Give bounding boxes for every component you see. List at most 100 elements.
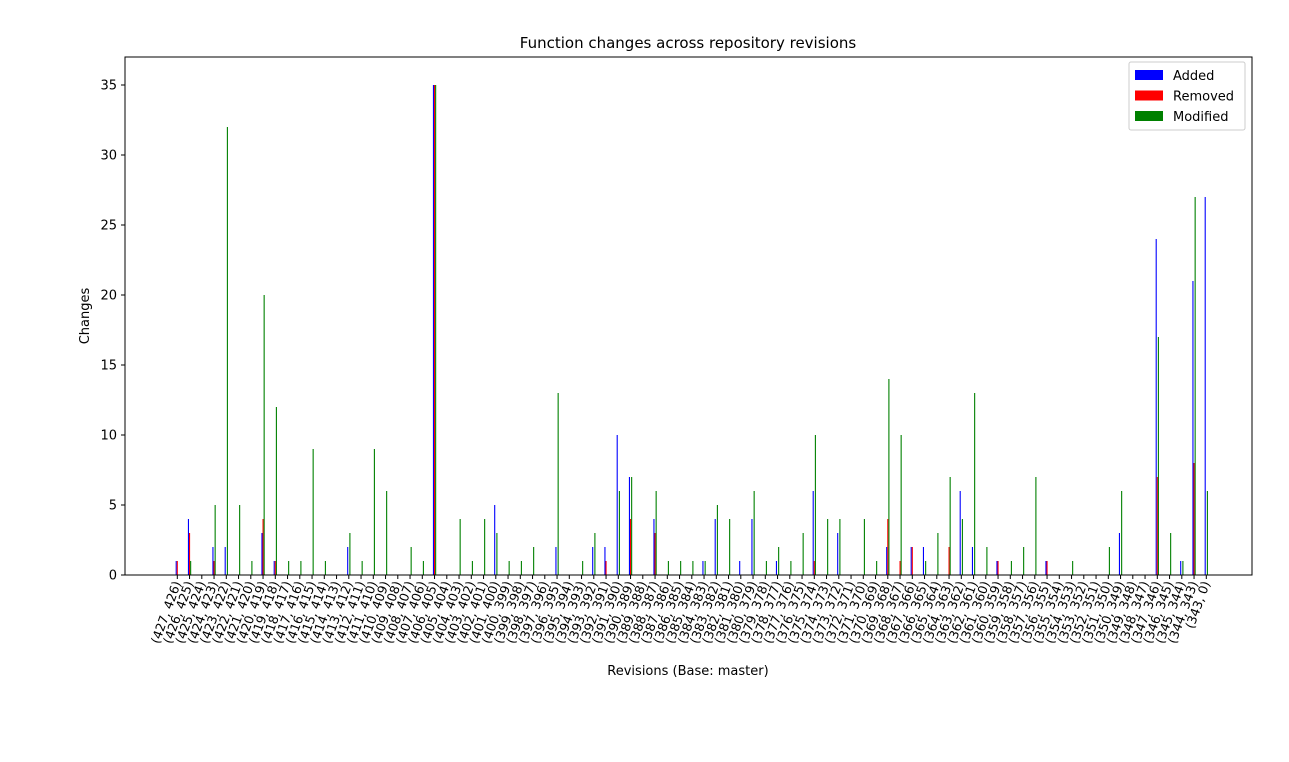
- bar-added-49: [775, 561, 777, 575]
- bar-modified-43: [704, 561, 706, 575]
- bar-modified-31: [557, 393, 559, 575]
- bar-modified-42: [692, 561, 694, 575]
- bar-modified-14: [349, 533, 351, 575]
- bar-modified-54: [839, 519, 841, 575]
- y-tick-label: 20: [100, 289, 117, 304]
- bar-added-8: [273, 561, 275, 575]
- bar-modified-15: [361, 561, 363, 575]
- bar-added-1: [187, 519, 189, 575]
- bar-removed-59: [899, 561, 901, 575]
- bar-added-71: [1045, 561, 1047, 575]
- bar-modified-44: [716, 505, 718, 575]
- bar-added-37: [628, 477, 630, 575]
- bar-removed-3: [213, 561, 215, 575]
- legend-swatch-added: [1135, 70, 1163, 80]
- y-tick-label: 10: [100, 429, 117, 444]
- bar-added-60: [910, 547, 912, 575]
- bar-modified-40: [667, 561, 669, 575]
- bar-modified-56: [863, 519, 865, 575]
- bar-modified-39: [655, 491, 657, 575]
- y-tick-label: 30: [100, 149, 117, 164]
- bar-added-21: [432, 85, 434, 575]
- bar-removed-71: [1046, 561, 1048, 575]
- y-tick-label: 5: [109, 499, 117, 514]
- bar-added-43: [702, 561, 704, 575]
- bar-modified-5: [239, 505, 241, 575]
- bar-added-35: [604, 547, 606, 575]
- bar-added-67: [996, 561, 998, 575]
- bar-modified-48: [765, 561, 767, 575]
- bar-modified-69: [1023, 547, 1025, 575]
- bar-added-77: [1118, 533, 1120, 575]
- bar-modified-12: [324, 561, 326, 575]
- bar-added-54: [837, 533, 839, 575]
- bar-removed-35: [605, 561, 607, 575]
- bar-removed-83: [1193, 463, 1195, 575]
- bar-modified-63: [949, 477, 951, 575]
- bar-modified-6: [251, 561, 253, 575]
- y-tick-label: 15: [100, 359, 117, 374]
- bar-removed-37: [630, 519, 632, 575]
- bar-added-52: [812, 491, 814, 575]
- bar-modified-81: [1170, 533, 1172, 575]
- bar-removed-0: [176, 561, 178, 575]
- bar-added-64: [959, 491, 961, 575]
- bar-modified-29: [533, 547, 535, 575]
- bar-modified-65: [974, 393, 976, 575]
- bar-modified-37: [631, 477, 633, 575]
- bar-modified-19: [410, 547, 412, 575]
- bar-added-65: [971, 547, 973, 575]
- bar-added-31: [555, 547, 557, 575]
- bar-modified-58: [888, 379, 890, 575]
- bar-added-3: [212, 547, 214, 575]
- bar-added-0: [175, 561, 177, 575]
- bar-removed-80: [1156, 477, 1158, 575]
- y-axis-label: Changes: [78, 288, 93, 345]
- bar-removed-1: [189, 533, 191, 575]
- bar-modified-64: [961, 519, 963, 575]
- legend-label-modified: Modified: [1173, 110, 1228, 125]
- bar-added-46: [739, 561, 741, 575]
- bar-removed-52: [813, 561, 815, 575]
- y-axis: 0 5 10 15 20 25 30 35: [100, 79, 125, 584]
- bar-modified-68: [1010, 561, 1012, 575]
- bar-modified-82: [1182, 561, 1184, 575]
- bar-modified-61: [925, 561, 927, 575]
- bar-modified-83: [1194, 197, 1196, 575]
- bar-modified-49: [778, 547, 780, 575]
- bar-modified-7: [263, 295, 265, 575]
- bar-added-14: [347, 547, 349, 575]
- bar-modified-1: [190, 561, 192, 575]
- x-axis: (427, 426)(426, 425)(425, 424)(424, 423)…: [148, 575, 1213, 646]
- bar-modified-70: [1035, 477, 1037, 575]
- bar-modified-4: [226, 127, 228, 575]
- bar-added-61: [922, 547, 924, 575]
- bar-modified-62: [937, 533, 939, 575]
- bar-modified-16: [373, 449, 375, 575]
- bar-added-80: [1155, 239, 1157, 575]
- bar-modified-47: [753, 491, 755, 575]
- bar-modified-45: [729, 519, 731, 575]
- legend: Added Removed Modified: [1128, 61, 1246, 131]
- bar-modified-59: [900, 435, 902, 575]
- bar-modified-73: [1072, 561, 1074, 575]
- bar-modified-34: [594, 533, 596, 575]
- bar-modified-51: [802, 533, 804, 575]
- bar-added-26: [494, 505, 496, 575]
- bar-removed-39: [654, 533, 656, 575]
- chart-title: Function changes across repository revis…: [520, 34, 857, 52]
- bar-modified-76: [1108, 547, 1110, 575]
- axes-frame: [124, 56, 1253, 576]
- y-tick-label: 0: [109, 569, 117, 584]
- bar-added-4: [224, 547, 226, 575]
- bar-modified-36: [618, 491, 620, 575]
- bar-modified-20: [422, 561, 424, 575]
- bar-removed-8: [274, 561, 276, 575]
- bar-modified-11: [312, 449, 314, 575]
- legend-label-removed: Removed: [1173, 90, 1234, 105]
- bar-modified-57: [876, 561, 878, 575]
- x-axis-label: Revisions (Base: master): [607, 664, 768, 679]
- bar-modified-9: [288, 561, 290, 575]
- bar-modified-23: [459, 519, 461, 575]
- y-tick-label: 25: [100, 219, 117, 234]
